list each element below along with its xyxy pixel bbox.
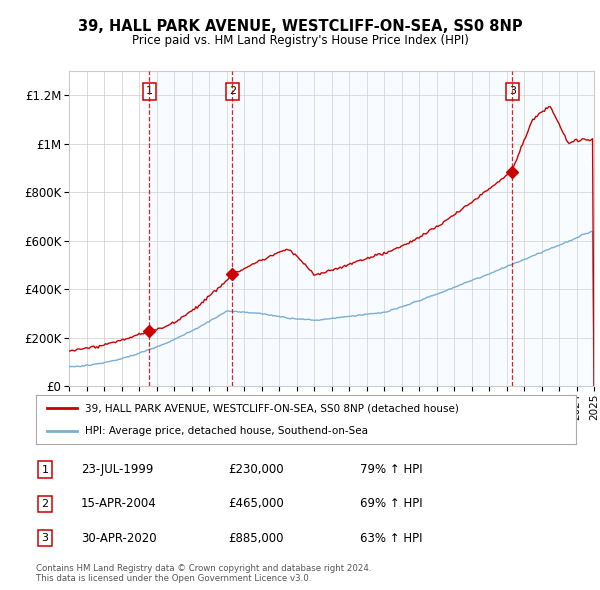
Text: Contains HM Land Registry data © Crown copyright and database right 2024.
This d: Contains HM Land Registry data © Crown c… [36,563,371,583]
Text: 69% ↑ HPI: 69% ↑ HPI [360,497,422,510]
Text: 39, HALL PARK AVENUE, WESTCLIFF-ON-SEA, SS0 8NP (detached house): 39, HALL PARK AVENUE, WESTCLIFF-ON-SEA, … [85,404,458,414]
Text: 39, HALL PARK AVENUE, WESTCLIFF-ON-SEA, SS0 8NP: 39, HALL PARK AVENUE, WESTCLIFF-ON-SEA, … [77,19,523,34]
Bar [232,71,512,386]
Text: 2: 2 [41,499,49,509]
Bar [512,71,594,386]
Text: 1: 1 [41,465,49,474]
Text: £885,000: £885,000 [228,532,284,545]
Text: 2: 2 [229,87,236,96]
Text: HPI: Average price, detached house, Southend-on-Sea: HPI: Average price, detached house, Sout… [85,425,368,435]
Bar [149,71,232,386]
Text: 23-JUL-1999: 23-JUL-1999 [81,463,154,476]
Text: £230,000: £230,000 [228,463,284,476]
Text: 30-APR-2020: 30-APR-2020 [81,532,157,545]
Text: 3: 3 [509,87,516,96]
Text: 3: 3 [41,533,49,543]
Text: 15-APR-2004: 15-APR-2004 [81,497,157,510]
Text: 63% ↑ HPI: 63% ↑ HPI [360,532,422,545]
Text: £465,000: £465,000 [228,497,284,510]
Text: 1: 1 [146,87,153,96]
Text: 79% ↑ HPI: 79% ↑ HPI [360,463,422,476]
Text: Price paid vs. HM Land Registry's House Price Index (HPI): Price paid vs. HM Land Registry's House … [131,34,469,47]
